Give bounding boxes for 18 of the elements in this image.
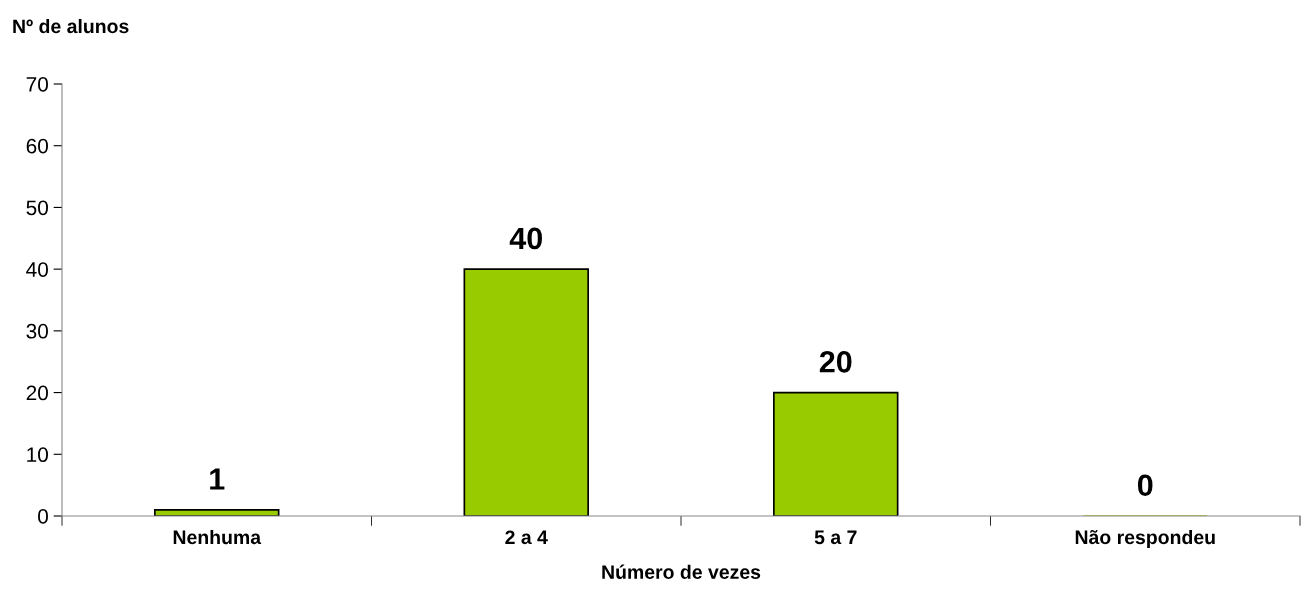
- y-tick-label: 30: [26, 323, 48, 339]
- x-axis-title: Número de vezes: [602, 564, 761, 579]
- data-label: 20: [819, 351, 852, 373]
- y-tick-label: 20: [26, 385, 48, 401]
- y-tick-label: 60: [26, 138, 48, 154]
- y-axis-title: Nº de alunos: [13, 18, 129, 34]
- y-tick-label: 70: [26, 77, 48, 92]
- data-label: 0: [1137, 474, 1153, 497]
- y-tick-label: 40: [26, 262, 48, 277]
- y-tick-label: 0: [38, 509, 48, 524]
- y-tick-label: 10: [27, 447, 48, 463]
- x-tick-label: 5 a 7: [814, 530, 857, 545]
- x-tick-label: Não respondeu: [1075, 529, 1215, 549]
- x-tick-label: 2 a 4: [505, 530, 548, 545]
- data-label: 40: [509, 227, 542, 250]
- data-label: 1: [210, 468, 225, 490]
- x-tick-label: Nenhuma: [173, 529, 262, 545]
- y-tick-label: 50: [26, 200, 48, 216]
